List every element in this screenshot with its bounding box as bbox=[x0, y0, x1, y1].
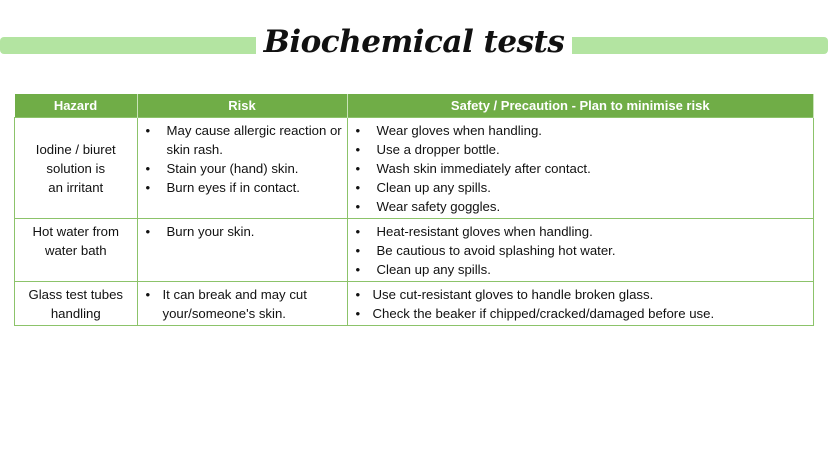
list-item: Heat-resistant gloves when handling. bbox=[348, 222, 814, 241]
risk-cell: Burn your skin. bbox=[136, 218, 348, 282]
risk-list: May cause allergic reaction or skin rash… bbox=[138, 121, 347, 197]
header-safety: Safety / Precaution - Plan to minimise r… bbox=[347, 94, 814, 118]
list-item: Use cut-resistant gloves to handle broke… bbox=[348, 285, 814, 304]
hazard-line: an irritant bbox=[48, 180, 104, 195]
hazard-line: Hot water from bbox=[32, 224, 119, 239]
hazard-line: handling bbox=[50, 306, 101, 321]
list-item: Clean up any spills. bbox=[348, 178, 814, 197]
list-item: May cause allergic reaction or skin rash… bbox=[138, 121, 347, 159]
list-item: Wear safety goggles. bbox=[348, 197, 814, 216]
list-item: Burn your skin. bbox=[138, 222, 347, 241]
hazard-table: Hazard Risk Safety / Precaution - Plan t… bbox=[14, 94, 814, 326]
hazard-line: Iodine / biuret bbox=[35, 142, 116, 157]
risk-list: Burn your skin. bbox=[138, 222, 347, 241]
safety-list: Heat-resistant gloves when handling.Be c… bbox=[348, 222, 814, 279]
list-item: Be cautious to avoid splashing hot water… bbox=[348, 241, 814, 260]
hazard-line: water bath bbox=[44, 243, 107, 258]
safety-list: Use cut-resistant gloves to handle broke… bbox=[348, 285, 814, 323]
page-title: Biochemical tests bbox=[255, 24, 573, 60]
list-item: Wear gloves when handling. bbox=[348, 121, 814, 140]
hazard-cell: Glass test tubes handling bbox=[14, 281, 138, 326]
safety-list: Wear gloves when handling.Use a dropper … bbox=[348, 121, 814, 216]
title-decor-bar-right bbox=[567, 37, 828, 54]
header-risk: Risk bbox=[137, 94, 348, 118]
table-row: Hot water from water bath Burn your skin.H… bbox=[14, 218, 814, 282]
risk-list: It can break and may cut your/someone's … bbox=[138, 285, 347, 323]
hazard-cell: Hot water from water bath bbox=[14, 218, 138, 282]
header-hazard: Hazard bbox=[14, 94, 138, 118]
list-item: Check the beaker if chipped/cracked/dama… bbox=[348, 304, 814, 323]
table-row: Glass test tubes handling It can break and… bbox=[14, 281, 814, 326]
list-item: Clean up any spills. bbox=[348, 260, 814, 279]
title-decor-bar-left bbox=[0, 37, 262, 54]
hazard-line: Glass test tubes bbox=[28, 287, 124, 302]
risk-cell: May cause allergic reaction or skin rash… bbox=[136, 117, 348, 219]
safety-cell: Wear gloves when handling.Use a dropper … bbox=[346, 117, 814, 219]
safety-cell: Use cut-resistant gloves to handle broke… bbox=[346, 281, 814, 326]
table-row: Iodine / biuret solution is an irritant May… bbox=[14, 117, 814, 219]
hazard-cell: Iodine / biuret solution is an irritant bbox=[14, 117, 138, 219]
risk-cell: It can break and may cut your/someone's … bbox=[136, 281, 348, 326]
list-item: Wash skin immediately after contact. bbox=[348, 159, 814, 178]
list-item: Stain your (hand) skin. bbox=[138, 159, 347, 178]
list-item: Use a dropper bottle. bbox=[348, 140, 814, 159]
hazard-line: solution is bbox=[46, 161, 106, 176]
safety-cell: Heat-resistant gloves when handling.Be c… bbox=[346, 218, 814, 282]
list-item: Burn eyes if in contact. bbox=[138, 178, 347, 197]
list-item: It can break and may cut your/someone's … bbox=[138, 285, 347, 323]
